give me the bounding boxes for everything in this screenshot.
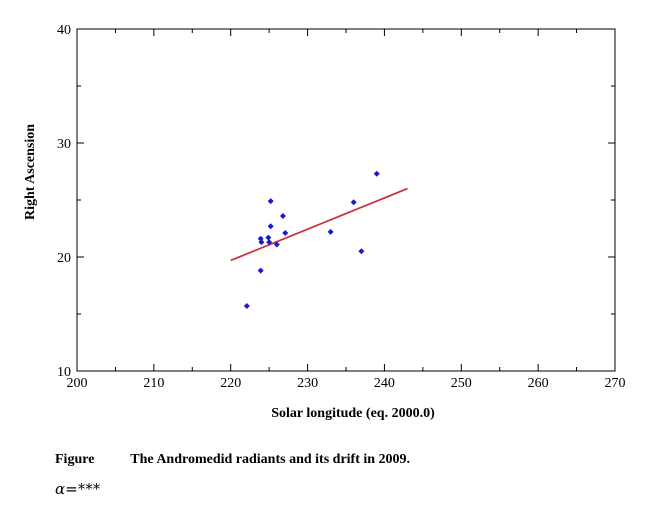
- x-tick-label: 230: [297, 376, 318, 391]
- y-tick-labels: 10 20 30 40: [57, 23, 71, 380]
- data-point: [327, 228, 334, 235]
- drift-fit-line: [230, 187, 408, 262]
- y-tick-label: 10: [57, 365, 71, 380]
- data-point: [266, 239, 273, 246]
- data-point: [257, 267, 264, 274]
- data-point: [267, 223, 274, 230]
- x-tick-label: 270: [605, 376, 626, 391]
- x-tick-label: 220: [220, 376, 241, 391]
- figure-caption-label: Figure: [55, 452, 95, 467]
- alpha-line: α=***: [55, 480, 100, 499]
- data-point: [267, 198, 274, 205]
- data-point: [350, 199, 357, 206]
- alpha-value: =***: [65, 480, 101, 498]
- data-point: [373, 170, 380, 177]
- data-point: [273, 241, 280, 248]
- data-point: [282, 230, 289, 237]
- data-point: [279, 212, 286, 219]
- data-point: [358, 248, 365, 255]
- y-tick-label: 30: [57, 137, 71, 152]
- figure-caption-text: The Andromedid radiants and its drift in…: [130, 452, 411, 467]
- x-tick-label: 200: [67, 376, 88, 391]
- x-axis-title: Solar longitude (eq. 2000.0): [271, 406, 435, 421]
- data-points: [243, 170, 380, 310]
- x-tick-label: 250: [451, 376, 472, 391]
- alpha-symbol: α: [55, 480, 66, 498]
- x-tick-label: 210: [143, 376, 164, 391]
- x-tick-labels: 200 210 220 230 240 250 260 270: [67, 376, 626, 391]
- data-point: [258, 239, 265, 246]
- y-axis-title: Right Ascension: [23, 124, 38, 220]
- y-tick-label: 20: [57, 251, 71, 266]
- figure-caption: Figure The Andromedid radiants and its d…: [55, 452, 410, 468]
- x-tick-label: 260: [528, 376, 549, 391]
- axis-ticks: [76, 28, 616, 372]
- data-point: [243, 303, 250, 310]
- y-tick-label: 40: [57, 23, 71, 38]
- x-tick-label: 240: [374, 376, 395, 391]
- plot-frame: [76, 28, 616, 372]
- data-point: [265, 234, 272, 241]
